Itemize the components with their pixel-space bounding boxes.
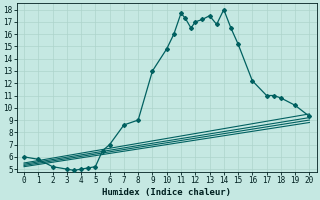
X-axis label: Humidex (Indice chaleur): Humidex (Indice chaleur) [102, 188, 231, 197]
